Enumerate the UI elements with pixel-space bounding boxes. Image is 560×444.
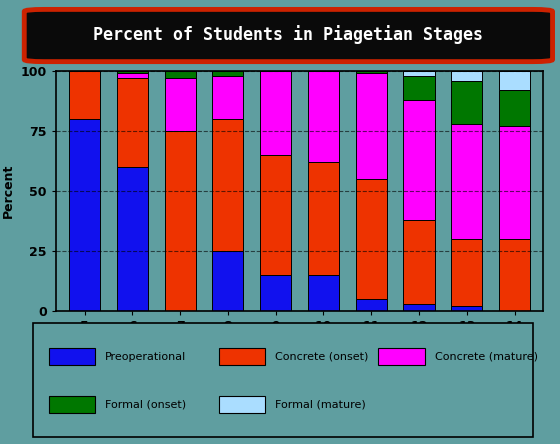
Text: Formal (mature): Formal (mature) (276, 400, 366, 410)
Bar (404, 220, 435, 304)
Bar (404, 76, 435, 100)
Bar (404, 100, 435, 220)
Bar (308, 162, 339, 275)
X-axis label: AGE (in years): AGE (in years) (249, 337, 350, 350)
Text: Concrete (mature): Concrete (mature) (435, 352, 538, 362)
Text: Concrete (onset): Concrete (onset) (276, 352, 368, 362)
Bar (69, 119, 100, 311)
FancyBboxPatch shape (379, 349, 424, 365)
Bar (404, 71, 435, 76)
FancyBboxPatch shape (49, 396, 95, 413)
Bar (260, 71, 291, 155)
Bar (212, 76, 244, 119)
Bar (117, 73, 148, 78)
Bar (499, 126, 530, 239)
Bar (356, 71, 387, 73)
Bar (356, 179, 387, 299)
Text: Preoperational: Preoperational (105, 352, 186, 362)
Bar (356, 299, 387, 311)
Text: Formal (onset): Formal (onset) (105, 400, 186, 410)
Y-axis label: Percent: Percent (2, 164, 15, 218)
FancyBboxPatch shape (49, 349, 95, 365)
Bar (117, 71, 148, 73)
Bar (212, 119, 244, 251)
Bar (356, 73, 387, 179)
Bar (212, 251, 244, 311)
Bar (308, 275, 339, 311)
Bar (451, 81, 482, 124)
Bar (451, 239, 482, 306)
Bar (117, 167, 148, 311)
Bar (69, 71, 100, 119)
FancyBboxPatch shape (33, 323, 533, 437)
Bar (308, 71, 339, 162)
Bar (165, 71, 195, 78)
Bar (212, 71, 244, 76)
Bar (451, 306, 482, 311)
Bar (499, 239, 530, 311)
Bar (404, 304, 435, 311)
Bar (165, 78, 195, 131)
Bar (260, 155, 291, 275)
Bar (451, 124, 482, 239)
Bar (117, 78, 148, 167)
Bar (451, 71, 482, 81)
Bar (499, 71, 530, 90)
FancyBboxPatch shape (218, 396, 265, 413)
Bar (165, 131, 195, 311)
Bar (499, 90, 530, 126)
FancyBboxPatch shape (24, 9, 553, 62)
Text: Percent of Students in Piagetian Stages: Percent of Students in Piagetian Stages (94, 25, 483, 44)
Bar (260, 275, 291, 311)
FancyBboxPatch shape (218, 349, 265, 365)
